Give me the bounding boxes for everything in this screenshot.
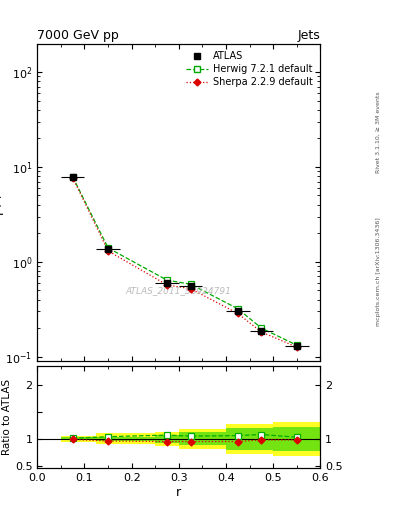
- Legend: ATLAS, Herwig 7.2.1 default, Sherpa 2.2.9 default: ATLAS, Herwig 7.2.1 default, Sherpa 2.2.…: [184, 48, 316, 90]
- Y-axis label: Ratio to ATLAS: Ratio to ATLAS: [2, 379, 12, 455]
- Text: 7000 GeV pp: 7000 GeV pp: [37, 29, 119, 42]
- Text: Rivet 3.1.10, ≥ 3M events: Rivet 3.1.10, ≥ 3M events: [376, 92, 380, 173]
- Y-axis label: ρ(r): ρ(r): [0, 191, 3, 214]
- Text: mcplots.cern.ch [arXiv:1306.3436]: mcplots.cern.ch [arXiv:1306.3436]: [376, 218, 380, 327]
- Text: ATLAS_2011_S8924791: ATLAS_2011_S8924791: [126, 287, 232, 295]
- Text: Jets: Jets: [298, 29, 320, 42]
- X-axis label: r: r: [176, 486, 182, 499]
